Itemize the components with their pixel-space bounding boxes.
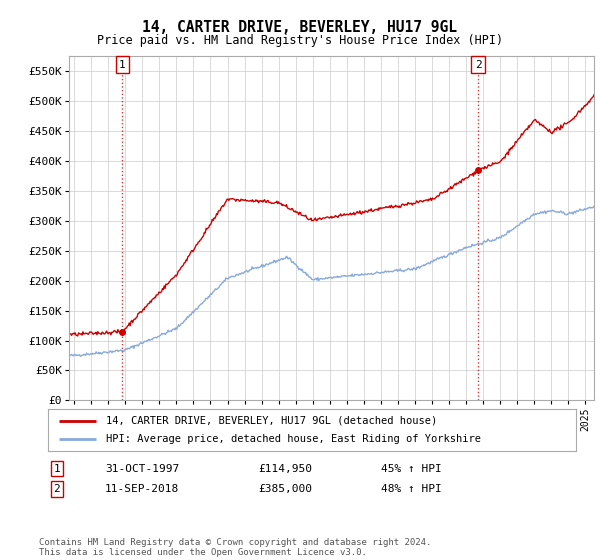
Text: 45% ↑ HPI: 45% ↑ HPI	[381, 464, 442, 474]
Text: £114,950: £114,950	[258, 464, 312, 474]
Text: 14, CARTER DRIVE, BEVERLEY, HU17 9GL: 14, CARTER DRIVE, BEVERLEY, HU17 9GL	[143, 20, 458, 35]
Text: 31-OCT-1997: 31-OCT-1997	[105, 464, 179, 474]
Text: 1: 1	[53, 464, 61, 474]
Text: £385,000: £385,000	[258, 484, 312, 494]
Text: 14, CARTER DRIVE, BEVERLEY, HU17 9GL (detached house): 14, CARTER DRIVE, BEVERLEY, HU17 9GL (de…	[106, 416, 437, 426]
Text: 48% ↑ HPI: 48% ↑ HPI	[381, 484, 442, 494]
Text: 11-SEP-2018: 11-SEP-2018	[105, 484, 179, 494]
Text: 1: 1	[119, 59, 126, 69]
Text: HPI: Average price, detached house, East Riding of Yorkshire: HPI: Average price, detached house, East…	[106, 434, 481, 444]
Text: 2: 2	[475, 59, 481, 69]
Text: 2: 2	[53, 484, 61, 494]
Text: Price paid vs. HM Land Registry's House Price Index (HPI): Price paid vs. HM Land Registry's House …	[97, 34, 503, 46]
Text: Contains HM Land Registry data © Crown copyright and database right 2024.
This d: Contains HM Land Registry data © Crown c…	[39, 538, 431, 557]
